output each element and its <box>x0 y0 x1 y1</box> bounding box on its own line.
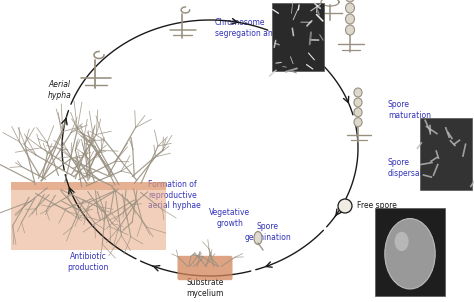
Text: Spore
dispersal: Spore dispersal <box>388 158 423 178</box>
Text: Spore
germination: Spore germination <box>245 222 292 242</box>
Ellipse shape <box>346 3 355 13</box>
Ellipse shape <box>394 232 409 251</box>
Ellipse shape <box>354 98 362 107</box>
FancyBboxPatch shape <box>420 118 472 190</box>
FancyBboxPatch shape <box>375 208 445 296</box>
Text: Vegetative
growth: Vegetative growth <box>210 208 251 228</box>
FancyBboxPatch shape <box>11 182 166 190</box>
Text: Substrate
mycelium: Substrate mycelium <box>186 278 224 298</box>
Text: Free spore: Free spore <box>357 201 397 210</box>
Ellipse shape <box>346 14 355 24</box>
Text: Formation of
reproductive
aerial hyphae: Formation of reproductive aerial hyphae <box>148 180 201 210</box>
FancyBboxPatch shape <box>177 256 233 280</box>
Ellipse shape <box>354 88 362 97</box>
Text: Antibiotic
production: Antibiotic production <box>67 252 109 272</box>
FancyBboxPatch shape <box>11 182 166 250</box>
Circle shape <box>338 199 352 213</box>
Ellipse shape <box>346 25 355 35</box>
Text: Spore
maturation: Spore maturation <box>388 100 431 120</box>
Ellipse shape <box>354 118 362 127</box>
Text: Chromosome
segregation and septation: Chromosome segregation and septation <box>215 18 316 38</box>
Ellipse shape <box>346 0 355 2</box>
Ellipse shape <box>254 232 262 245</box>
Ellipse shape <box>354 108 362 117</box>
FancyBboxPatch shape <box>272 3 324 71</box>
Text: Aerial
hypha: Aerial hypha <box>48 80 72 100</box>
Ellipse shape <box>385 219 435 289</box>
